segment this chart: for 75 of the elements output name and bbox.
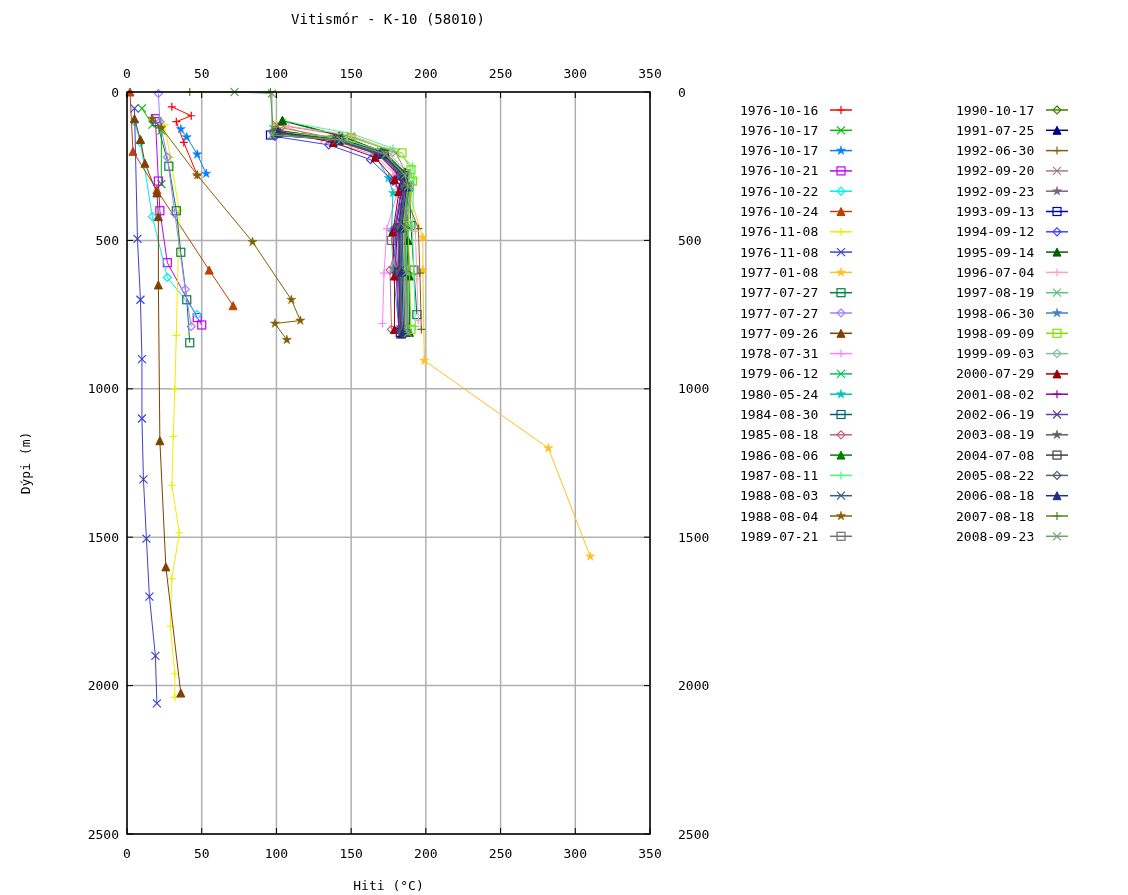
legend-label: 1986-08-06 bbox=[740, 447, 819, 463]
legend-label: 2000-07-29 bbox=[956, 366, 1035, 382]
x-axis-title: Hiti (°C) bbox=[353, 878, 424, 893]
x-tick-label: 200 bbox=[414, 66, 438, 81]
legend-label: 1977-09-26 bbox=[740, 325, 819, 341]
legend-label: 1992-06-30 bbox=[956, 143, 1035, 159]
x2-tick-label: 200 bbox=[414, 846, 438, 861]
legend-label: 2005-08-22 bbox=[956, 467, 1035, 483]
legend-label: 1976-10-17 bbox=[740, 143, 819, 159]
legend-label: 1998-09-09 bbox=[956, 325, 1035, 341]
legend-label: 1976-10-22 bbox=[740, 183, 819, 199]
legend-label: 2001-08-02 bbox=[956, 386, 1035, 402]
legend-label: 1995-09-14 bbox=[956, 244, 1035, 260]
legend-label: 1980-05-24 bbox=[740, 386, 819, 402]
chart-title: Vitismór - K-10 (58010) bbox=[291, 11, 485, 27]
legend-label: 1977-01-08 bbox=[740, 264, 819, 280]
legend-label: 1993-09-13 bbox=[956, 204, 1035, 220]
x2-tick-label: 100 bbox=[264, 846, 289, 861]
y2-tick-label: 1500 bbox=[678, 529, 710, 545]
legend-label: 1976-10-24 bbox=[740, 204, 819, 220]
x-tick-label: 100 bbox=[264, 66, 289, 81]
legend-label: 1988-08-03 bbox=[740, 488, 819, 504]
legend-label: 1997-08-19 bbox=[956, 285, 1035, 301]
y2-tick-label: 1000 bbox=[678, 381, 710, 397]
y-tick-label: 0 bbox=[111, 84, 119, 100]
legend-label: 2002-06-19 bbox=[956, 407, 1035, 423]
x-tick-label: 150 bbox=[339, 66, 363, 81]
legend-label: 1984-08-30 bbox=[740, 407, 819, 423]
x-tick-label: 250 bbox=[488, 66, 513, 81]
y2-tick-label: 0 bbox=[678, 84, 686, 100]
y-tick-label: 1500 bbox=[87, 529, 119, 545]
legend-label: 2007-08-18 bbox=[956, 508, 1035, 524]
legend-label: 1976-10-16 bbox=[740, 102, 819, 118]
x2-tick-label: 0 bbox=[123, 846, 131, 861]
legend-label: 1979-06-12 bbox=[740, 366, 819, 382]
y-tick-label: 1000 bbox=[87, 381, 119, 397]
legend-label: 1992-09-20 bbox=[956, 163, 1035, 179]
x-tick-label: 50 bbox=[193, 66, 210, 81]
legend-label: 2006-08-18 bbox=[956, 488, 1035, 504]
legend-label: 1976-11-08 bbox=[740, 244, 819, 260]
legend-label: 1992-09-23 bbox=[956, 183, 1035, 199]
x2-tick-label: 250 bbox=[488, 846, 513, 861]
legend-label: 1988-08-04 bbox=[740, 508, 819, 524]
y2-tick-label: 500 bbox=[678, 232, 702, 248]
x2-tick-label: 350 bbox=[638, 846, 662, 861]
legend-label: 2008-09-23 bbox=[956, 528, 1035, 544]
legend-label: 1977-07-27 bbox=[740, 305, 819, 321]
x-tick-label: 350 bbox=[638, 66, 662, 81]
legend-label: 2003-08-19 bbox=[956, 427, 1035, 443]
x2-tick-label: 50 bbox=[193, 846, 210, 861]
x-tick-label: 300 bbox=[563, 66, 588, 81]
legend-label: 1994-09-12 bbox=[956, 224, 1035, 240]
y2-tick-label: 2500 bbox=[678, 826, 710, 842]
legend-label: 1991-07-25 bbox=[956, 122, 1035, 138]
y2-tick-label: 2000 bbox=[678, 678, 710, 694]
y-tick-label: 500 bbox=[95, 232, 119, 248]
legend-label: 1989-07-21 bbox=[740, 528, 819, 544]
y-axis-title: Dýpi (m) bbox=[18, 431, 33, 495]
legend-label: 1998-06-30 bbox=[956, 305, 1035, 321]
legend-label: 1985-08-18 bbox=[740, 427, 819, 443]
legend-label: 1987-08-11 bbox=[740, 467, 819, 483]
x2-tick-label: 300 bbox=[563, 846, 588, 861]
legend-label: 2004-07-08 bbox=[956, 447, 1035, 463]
legend-label: 1976-11-08 bbox=[740, 224, 819, 240]
legend-label: 1976-10-21 bbox=[740, 163, 819, 179]
legend-label: 1990-10-17 bbox=[956, 102, 1035, 118]
legend-label: 1978-07-31 bbox=[740, 346, 819, 362]
legend-label: 1977-07-27 bbox=[740, 285, 819, 301]
legend-label: 1999-09-03 bbox=[956, 346, 1035, 362]
legend-label: 1976-10-17 bbox=[740, 122, 819, 138]
y-tick-label: 2500 bbox=[87, 826, 119, 842]
y-tick-label: 2000 bbox=[87, 678, 119, 694]
x2-tick-label: 150 bbox=[339, 846, 363, 861]
x-tick-label: 0 bbox=[123, 66, 131, 81]
legend-label: 1996-07-04 bbox=[956, 264, 1035, 280]
